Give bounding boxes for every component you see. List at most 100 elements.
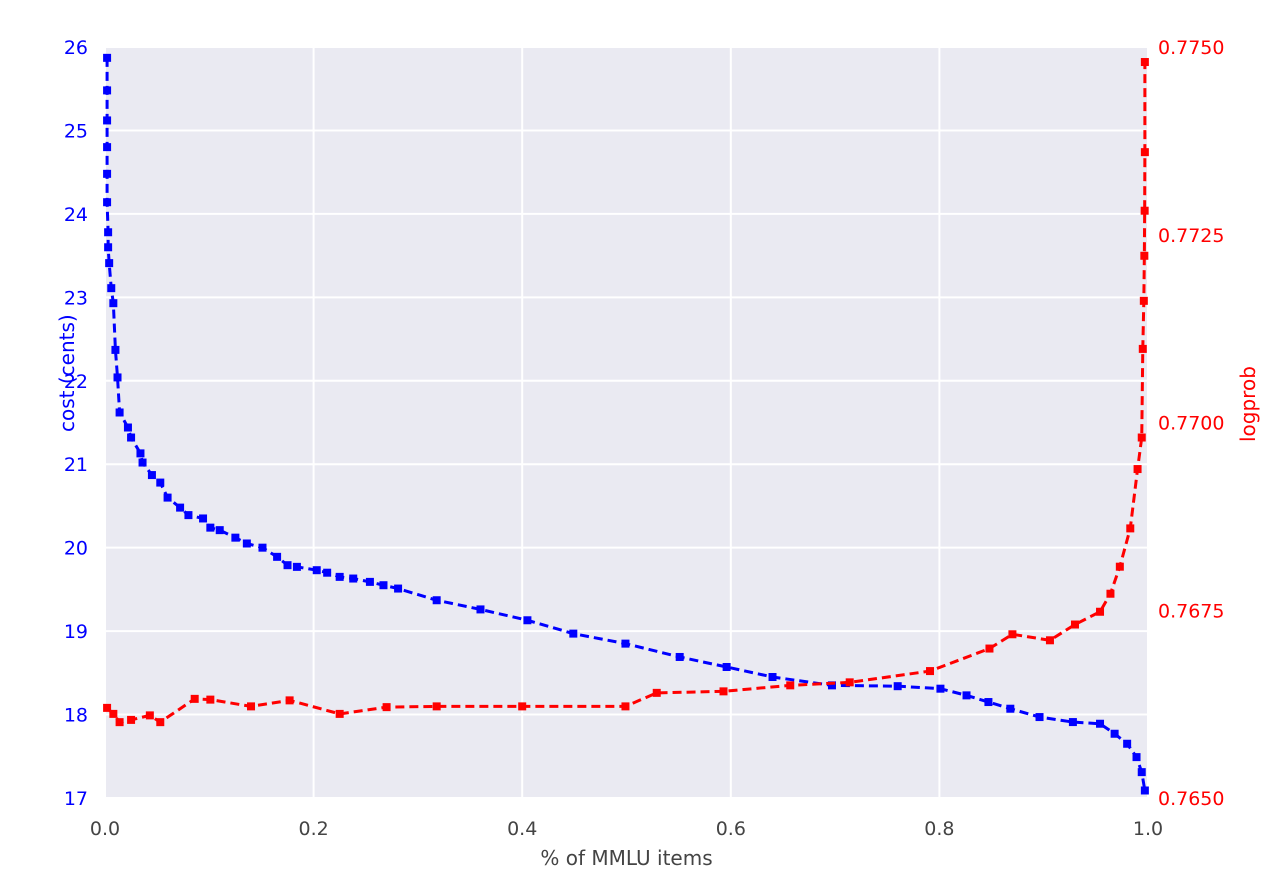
data-point-marker — [258, 543, 267, 552]
data-point-marker — [184, 511, 193, 520]
data-point-marker — [962, 691, 971, 700]
data-point-marker — [335, 572, 344, 581]
data-point-marker — [1006, 704, 1015, 713]
data-point-marker — [1070, 620, 1079, 629]
right-y-axis-label: logprob — [1236, 366, 1261, 442]
data-point-marker — [283, 561, 292, 570]
data-point-marker — [1096, 607, 1105, 616]
data-point-marker — [365, 577, 374, 586]
left-y-tick-label: 23 — [64, 287, 88, 309]
data-point-marker — [111, 345, 120, 354]
data-point-marker — [312, 566, 321, 575]
data-point-marker — [156, 478, 165, 487]
data-point-marker — [382, 703, 391, 712]
data-point-marker — [1140, 148, 1149, 157]
left-y-tick-label: 24 — [64, 204, 88, 226]
data-point-marker — [936, 684, 945, 693]
data-point-marker — [123, 423, 132, 432]
data-point-marker — [432, 702, 441, 711]
data-point-marker — [1137, 433, 1146, 442]
plot-area — [105, 47, 1148, 798]
data-point-marker — [335, 709, 344, 718]
left-y-tick-label: 20 — [64, 538, 88, 560]
data-point-marker — [984, 698, 993, 707]
data-point-marker — [827, 681, 836, 690]
data-point-marker — [104, 243, 113, 252]
data-point-marker — [190, 694, 199, 703]
x-tick-label: 0.0 — [90, 818, 120, 840]
data-point-marker — [206, 523, 215, 532]
data-point-marker — [652, 688, 661, 697]
data-point-marker — [432, 596, 441, 605]
data-point-marker — [103, 86, 112, 95]
data-point-marker — [349, 574, 358, 583]
data-point-marker — [893, 682, 902, 691]
data-point-marker — [103, 53, 112, 62]
data-point-marker — [1068, 718, 1077, 727]
data-point-marker — [215, 526, 224, 535]
data-point-marker — [1035, 713, 1044, 722]
data-point-marker — [621, 639, 630, 648]
data-point-marker — [621, 702, 630, 711]
data-point-marker — [138, 458, 147, 467]
data-point-marker — [768, 673, 777, 682]
right-y-tick-label: 0.7725 — [1158, 225, 1224, 247]
data-point-marker — [105, 259, 114, 268]
left-y-tick-label: 22 — [64, 371, 88, 393]
data-point-marker — [156, 718, 165, 727]
left-y-tick-label: 19 — [64, 621, 88, 643]
data-point-marker — [1140, 206, 1149, 215]
data-point-marker — [1140, 58, 1149, 67]
data-point-marker — [109, 299, 118, 308]
data-point-marker — [231, 533, 240, 542]
x-tick-label: 1.0 — [1133, 818, 1163, 840]
data-point-marker — [1123, 739, 1132, 748]
data-point-marker — [136, 449, 145, 458]
data-point-marker — [569, 629, 578, 638]
data-point-marker — [1096, 719, 1105, 728]
data-point-marker — [1137, 768, 1146, 777]
data-point-marker — [1110, 729, 1119, 738]
data-point-marker — [476, 605, 485, 614]
data-point-marker — [127, 715, 136, 724]
data-point-marker — [1140, 251, 1149, 260]
data-point-marker — [103, 703, 112, 712]
data-point-marker — [1008, 630, 1017, 639]
data-point-marker — [163, 493, 172, 502]
series-line-logprob — [106, 62, 1147, 724]
data-point-marker — [1115, 562, 1124, 571]
data-point-marker — [1140, 786, 1149, 795]
data-point-marker — [285, 696, 294, 705]
data-point-marker — [323, 568, 332, 577]
right-y-tick-label: 0.7675 — [1158, 600, 1224, 622]
data-point-marker — [1139, 296, 1148, 305]
data-point-marker — [845, 678, 854, 687]
left-y-tick-label: 18 — [64, 705, 88, 727]
data-point-marker — [145, 711, 154, 720]
left-y-tick-label: 17 — [64, 788, 88, 810]
left-y-tick-label: 25 — [64, 120, 88, 142]
data-point-marker — [379, 581, 388, 590]
data-point-marker — [176, 503, 185, 512]
data-point-marker — [1106, 589, 1115, 598]
data-point-marker — [1133, 465, 1142, 474]
data-point-marker — [127, 433, 136, 442]
data-point-marker — [719, 687, 728, 696]
data-point-marker — [1138, 344, 1147, 353]
data-point-marker — [242, 539, 251, 548]
data-point-marker — [1045, 636, 1054, 645]
data-point-marker — [247, 702, 256, 711]
data-point-marker — [103, 143, 112, 152]
data-point-marker — [1132, 753, 1141, 762]
x-tick-label: 0.8 — [924, 818, 954, 840]
data-point-marker — [115, 408, 124, 417]
data-point-marker — [206, 695, 215, 704]
right-y-tick-label: 0.7700 — [1158, 413, 1224, 435]
right-y-tick-label: 0.7750 — [1158, 37, 1224, 59]
x-axis-label: % of MMLU items — [540, 846, 713, 870]
data-point-marker — [199, 514, 208, 523]
data-point-marker — [786, 681, 795, 690]
data-point-marker — [722, 662, 731, 671]
